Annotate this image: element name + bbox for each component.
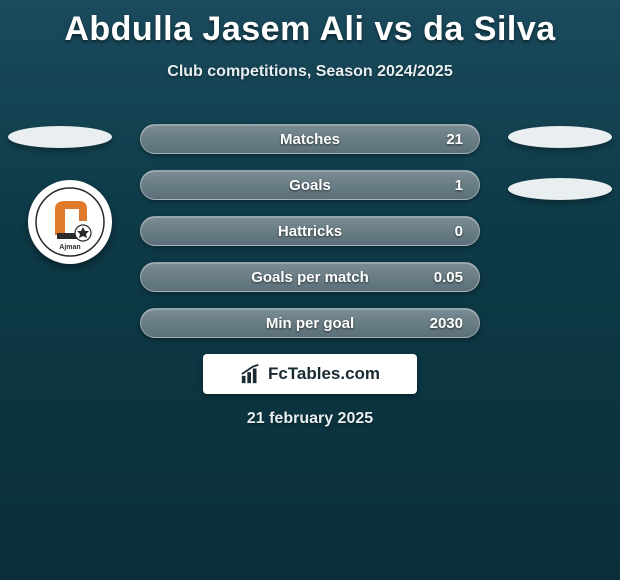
- bar-row-matches: Matches 21: [140, 124, 480, 154]
- bar-row-min-per-goal: Min per goal 2030: [140, 308, 480, 338]
- bar-chart-icon: [240, 363, 262, 385]
- player-right-placeholder-2: [508, 178, 612, 200]
- bar-label: Hattricks: [141, 217, 479, 245]
- club-badge: Ajman: [28, 180, 112, 264]
- bar-value: 0.05: [434, 263, 463, 291]
- page-title: Abdulla Jasem Ali vs da Silva: [0, 0, 620, 49]
- bar-value: 2030: [430, 309, 463, 337]
- stats-bars: Matches 21 Goals 1 Hattricks 0 Goals per…: [140, 124, 480, 354]
- bar-label: Goals: [141, 171, 479, 199]
- brand-box[interactable]: FcTables.com: [203, 354, 417, 394]
- player-left-placeholder: [8, 126, 112, 148]
- brand-label: FcTables.com: [268, 364, 380, 384]
- bar-label: Goals per match: [141, 263, 479, 291]
- bar-label: Matches: [141, 125, 479, 153]
- bar-row-goals-per-match: Goals per match 0.05: [140, 262, 480, 292]
- svg-text:Ajman: Ajman: [59, 244, 80, 251]
- bar-value: 1: [455, 171, 463, 199]
- bar-value: 21: [446, 125, 463, 153]
- player-right-placeholder-1: [508, 126, 612, 148]
- bar-row-goals: Goals 1: [140, 170, 480, 200]
- bar-row-hattricks: Hattricks 0: [140, 216, 480, 246]
- bar-label: Min per goal: [141, 309, 479, 337]
- page-subtitle: Club competitions, Season 2024/2025: [0, 63, 620, 81]
- date-label: 21 february 2025: [0, 410, 620, 428]
- club-badge-icon: Ajman: [35, 187, 105, 257]
- bar-value: 0: [455, 217, 463, 245]
